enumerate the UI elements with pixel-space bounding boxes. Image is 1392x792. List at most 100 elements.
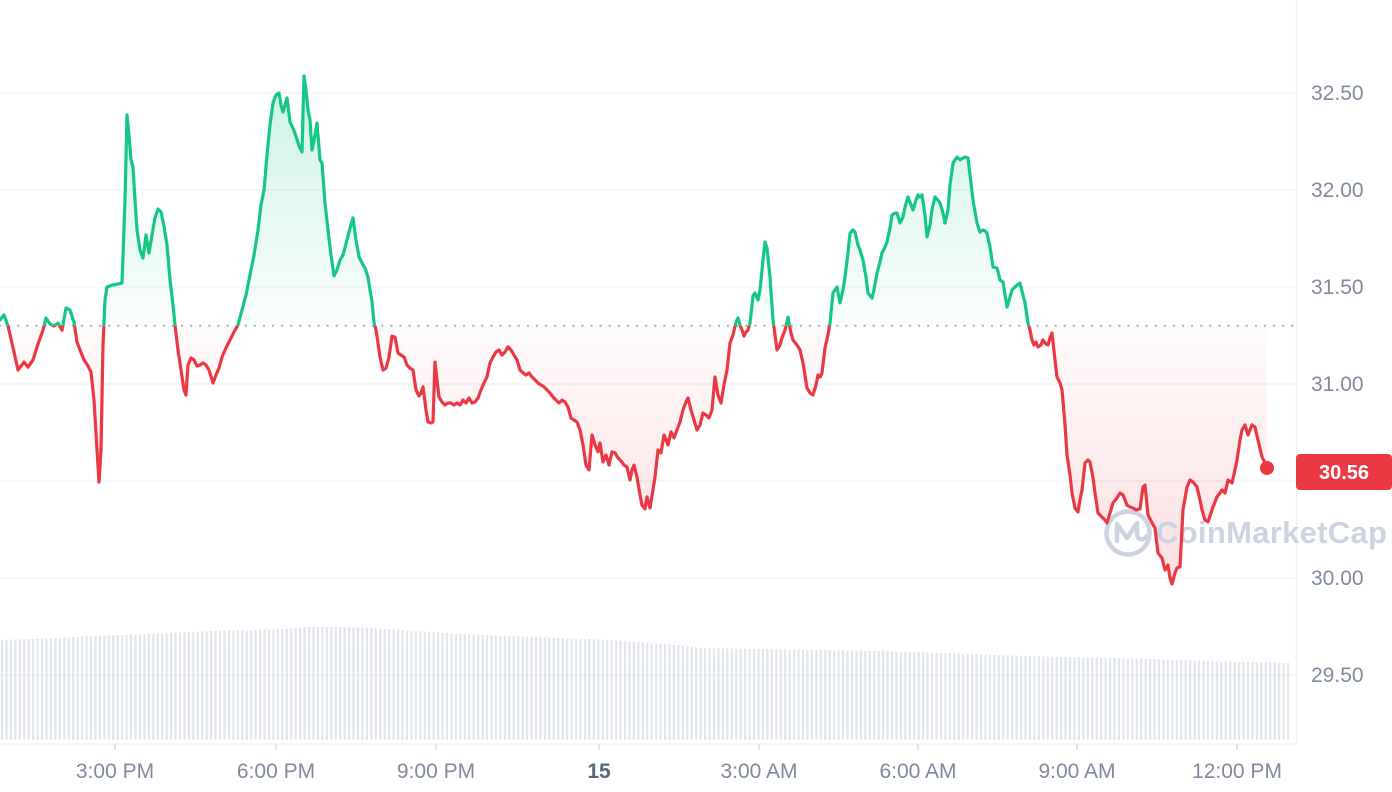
- volume-bar: [129, 634, 133, 740]
- volume-bar: [477, 634, 480, 740]
- volume-bar: [819, 650, 822, 740]
- volume-bar: [1224, 661, 1227, 740]
- volume-bar: [1046, 656, 1049, 740]
- volume-bar: [361, 627, 364, 740]
- volume-bar: [138, 634, 142, 740]
- area-fill-down: [0, 325, 1267, 584]
- volume-bar: [227, 630, 231, 740]
- volume-bar: [383, 629, 386, 740]
- volume-bar: [321, 627, 324, 740]
- volume-bar: [250, 630, 253, 740]
- volume-bar: [699, 648, 702, 740]
- volume-bar: [655, 643, 658, 740]
- volume-bar: [370, 628, 373, 740]
- volume-bar: [414, 631, 417, 740]
- volume-bar: [574, 638, 578, 740]
- volume-bar: [561, 638, 564, 740]
- volume-bar: [619, 640, 622, 740]
- volume-bar: [472, 634, 475, 740]
- price-area-fills: [0, 75, 1267, 584]
- volume-bar: [570, 638, 573, 740]
- volume-bar: [307, 627, 311, 740]
- volume-bar: [1282, 662, 1285, 740]
- volume-bar: [1135, 658, 1138, 740]
- volume-bar: [917, 652, 920, 740]
- coinmarketcap-watermark: CoinMarketCap: [1104, 509, 1387, 557]
- volume-bar: [752, 648, 756, 740]
- volume-bar: [1011, 655, 1014, 740]
- volume-bar: [1113, 657, 1116, 740]
- volume-bar: [659, 643, 662, 740]
- volume-bar: [730, 648, 733, 740]
- volume-bar: [1006, 655, 1009, 740]
- volume-bar: [824, 650, 827, 740]
- volume-bar: [966, 653, 969, 740]
- volume-bar: [1028, 656, 1032, 740]
- volume-bar: [579, 638, 582, 740]
- volume-bar: [1095, 657, 1098, 740]
- x-axis-label: 3:00 PM: [76, 760, 154, 783]
- volume-bar: [428, 631, 431, 740]
- volume-bar: [63, 637, 66, 740]
- volume-bar: [365, 627, 368, 740]
- volume-bar: [859, 650, 862, 740]
- volume-bar: [971, 654, 974, 740]
- volume-bar: [770, 649, 773, 740]
- volume-bar: [419, 631, 422, 740]
- volume-bar: [9, 639, 12, 740]
- volume-bar: [526, 636, 529, 740]
- volume-bar: [948, 653, 951, 740]
- y-axis-label: 30.00: [1311, 567, 1364, 590]
- volume-bar: [623, 641, 627, 740]
- volume-bar: [1082, 657, 1085, 740]
- volume-bar: [721, 648, 724, 740]
- volume-bar: [1024, 655, 1027, 740]
- volume-bar: [668, 644, 671, 740]
- volume-bar: [1002, 655, 1005, 740]
- volume-bar: [76, 636, 79, 740]
- volume-bar: [1153, 659, 1156, 740]
- volume-bar: [837, 650, 840, 740]
- volume-bar: [637, 642, 640, 740]
- volume-bar: [85, 636, 88, 740]
- volume-bar: [939, 653, 943, 740]
- volume-bar: [841, 650, 845, 740]
- volume-bar: [241, 630, 244, 740]
- volume-bar: [793, 649, 796, 740]
- volume-bar: [766, 649, 769, 740]
- volume-bar: [490, 635, 493, 740]
- volume-bar: [49, 638, 53, 740]
- volume-bar: [1202, 660, 1205, 740]
- watermark-text: CoinMarketCap: [1156, 515, 1387, 550]
- volume-bar: [1211, 661, 1214, 740]
- volume-bar: [606, 639, 609, 740]
- volume-bar: [499, 635, 502, 740]
- volume-bar: [441, 632, 444, 740]
- volume-bar: [508, 636, 511, 740]
- volume-bar: [810, 649, 813, 740]
- volume-bar: [1149, 659, 1152, 740]
- volume-bar: [1175, 659, 1178, 740]
- volume-bar: [339, 627, 342, 740]
- volume-bar: [463, 634, 466, 740]
- volume-bar: [712, 648, 716, 740]
- volume-bar: [641, 642, 644, 740]
- volume-bar: [815, 649, 818, 740]
- volume-bar: [450, 633, 453, 740]
- volume-bar: [14, 639, 17, 740]
- volume-bar: [201, 631, 204, 740]
- volume-bar: [348, 627, 351, 740]
- volume-bar: [922, 652, 925, 740]
- volume-bar: [1229, 661, 1232, 740]
- volume-bar: [1122, 658, 1125, 740]
- volume-bar: [156, 633, 159, 740]
- volume-bar: [610, 640, 613, 740]
- volume-bar: [36, 638, 39, 740]
- volume-bar: [165, 633, 168, 740]
- volume-bar: [530, 636, 533, 740]
- volume-bar: [899, 651, 902, 740]
- volume-bar: [276, 629, 279, 740]
- volume-bar: [615, 640, 618, 740]
- volume-bar: [18, 639, 21, 740]
